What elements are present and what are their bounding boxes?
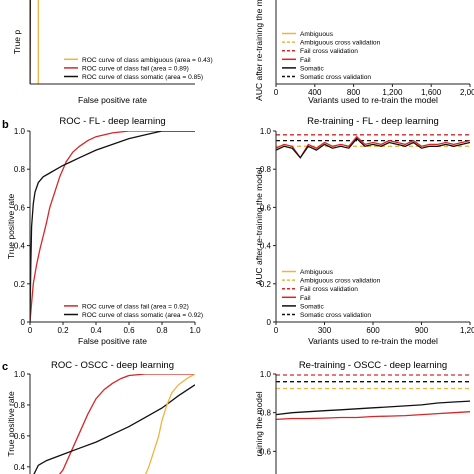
x-tick-label: 0.2: [57, 326, 69, 335]
plot-area: [276, 134, 470, 159]
legend-label: Somatic: [300, 303, 325, 310]
y-axis-label: True positive rate: [6, 391, 16, 457]
x-tick-label: 1.0: [189, 326, 201, 335]
series-line-3: [276, 135, 470, 159]
y-tick-label: 0.8: [260, 409, 272, 418]
series-line-4: [276, 137, 470, 159]
y-tick-label: 0.6: [260, 447, 272, 456]
y-tick-label: 1.0: [260, 370, 272, 379]
legend-label: Fail: [300, 57, 311, 64]
x-axis-label: Variants used to re-train the model: [308, 336, 438, 346]
y-tick-label: 1.0: [260, 127, 272, 136]
x-tick-label: 0: [274, 326, 279, 335]
x-tick-label: 0.4: [90, 326, 102, 335]
chart-a-right: 0 400 800 1,200 1,600 2,000 Variants used to r…: [254, 0, 474, 105]
x-axis-label: Variants used to re-train the model: [308, 95, 438, 105]
y-tick-label: 0.8: [260, 165, 272, 174]
chart-title: Re-training - FL - deep learning: [307, 116, 439, 127]
x-tick-label: 1,200: [382, 88, 403, 97]
panel-label-b: b: [2, 119, 9, 131]
x-tick-label: 400: [308, 88, 322, 97]
y-tick-label: 0: [21, 318, 26, 327]
legend-label: Fail: [300, 295, 311, 302]
y-tick-label: 0.8: [14, 401, 26, 410]
legend-label: ROC curve of class somatic (area = 0.92): [82, 312, 203, 319]
y-axis-label: AUC after re-training the model: [254, 168, 264, 286]
chart-b-left: 0 0.2 0.4 0.6 0.8 1.0 0 0.2 0.4 0.6 0.8 1.0 ROC - FL…: [6, 116, 203, 346]
x-tick-label: 600: [366, 326, 380, 335]
x-axis-label: False positive rate: [78, 95, 147, 105]
x-tick-label: 1,200: [460, 326, 474, 335]
x-tick-label: 900: [415, 326, 429, 335]
y-tick-label: 0.2: [14, 280, 26, 289]
legend-label: Ambiguous cross validation: [300, 40, 381, 47]
legend-label: ROC curve of class somatic (area = 0.85): [82, 74, 203, 81]
series-line-2: [145, 374, 195, 474]
legend-label: ROC curve of class fail (area = 0.92): [82, 303, 189, 310]
legend: ROC curve of class ambiguous (area = 0.4…: [64, 57, 213, 81]
x-axis-label: False positive rate: [78, 336, 147, 346]
x-tick-label: 0: [28, 326, 33, 335]
y-axis-label: True p: [12, 30, 22, 55]
y-tick-label: 0.4: [14, 463, 26, 472]
y-tick-label: 1.0: [14, 127, 26, 136]
chart-a-left: False positive rate True p ROC curve of cl…: [12, 0, 213, 105]
y-axis-label: True positive rate: [6, 194, 16, 260]
y-axis-label: AUC after re-training the model: [254, 0, 264, 101]
chart-title: ROC - FL - deep learning: [59, 116, 165, 127]
y-tick-label: 0.4: [14, 242, 26, 251]
y-tick-label: 0.6: [260, 203, 272, 212]
y-tick-label: 0.4: [260, 242, 272, 251]
legend-label: Fail cross validation: [300, 48, 358, 55]
chart-title: Re-training - OSCC - deep learning: [299, 360, 447, 371]
x-tick-label: 300: [318, 326, 332, 335]
y-tick-label: 0.8: [14, 165, 26, 174]
plot-area: [276, 374, 470, 421]
y-tick-label: 0.6: [14, 203, 26, 212]
legend-label: Somatic cross validation: [300, 312, 371, 319]
legend: ROC curve of class fail (area = 0.92) ROC…: [64, 303, 203, 319]
x-tick-label: 0: [274, 88, 279, 97]
x-tick-label: 2,000: [460, 88, 474, 97]
plot-area: [30, 131, 195, 322]
chart-b-right: 0 300 600 900 1,200 0 0.2 0.4 0.6 0.8 1.0 Re-traini…: [254, 116, 474, 346]
series-line-0: [30, 131, 195, 322]
series-line-1: [33, 384, 195, 474]
plot-area: [33, 374, 195, 474]
legend: Ambiguous Ambiguous cross validationFail …: [282, 31, 381, 81]
y-tick-label: 0.2: [260, 280, 272, 289]
y-axis-label: raining the model: [254, 391, 264, 456]
legend-label: Ambiguous cross validation: [300, 278, 381, 285]
x-tick-label: 1,600: [421, 88, 442, 97]
y-tick-label: 1.0: [14, 370, 26, 379]
legend-label: ROC curve of class fail (area = 0.89): [82, 65, 189, 72]
legend-label: Ambiguous: [300, 269, 334, 276]
charts-layer: False positive rate True p ROC curve of cl…: [6, 0, 474, 474]
series-line-3: [276, 400, 470, 416]
chart-c-left: 0.4 0.6 0.8 1.0 ROC - OSCC - deep learning Tr…: [6, 360, 195, 474]
x-tick-label: 800: [347, 88, 361, 97]
chart-title: ROC - OSCC - deep learning: [51, 360, 174, 371]
x-tick-label: 0.6: [123, 326, 135, 335]
y-tick-label: 0: [267, 318, 272, 327]
chart-c-right: 0.6 0.8 1.0 Re-training - OSCC - deep learn…: [254, 360, 470, 474]
legend-label: Ambiguous: [300, 31, 334, 38]
series-line-4: [276, 411, 470, 421]
legend: Ambiguous Ambiguous cross validationFail …: [282, 269, 381, 319]
x-tick-label: 0.8: [156, 326, 168, 335]
legend-label: ROC curve of class ambiguous (area = 0.4…: [82, 57, 213, 64]
legend-label: Fail cross validation: [300, 286, 358, 293]
y-tick-label: 0.6: [14, 432, 26, 441]
panel-label-c: c: [2, 361, 8, 373]
series-line-1: [30, 131, 195, 322]
legend-label: Somatic cross validation: [300, 74, 371, 81]
series-line-0: [58, 374, 195, 474]
legend-label: Somatic: [300, 65, 325, 72]
